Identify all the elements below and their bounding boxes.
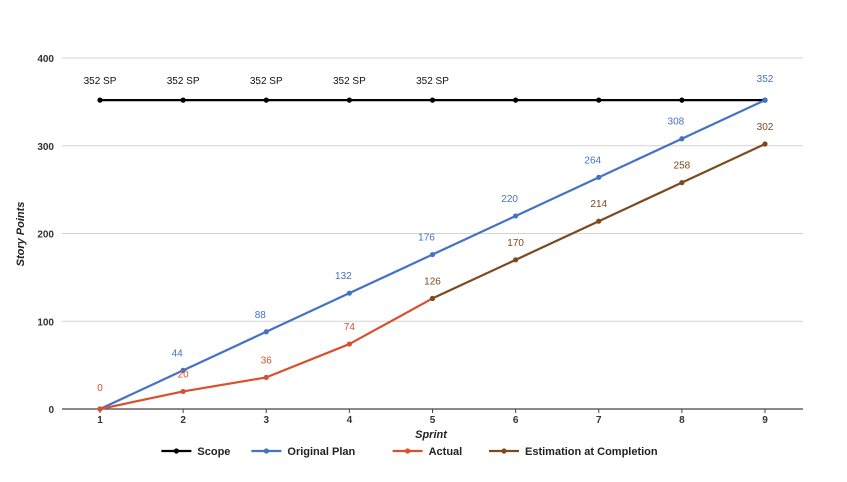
data-label-scope-5: 352 SP	[416, 76, 449, 87]
point-scope-7	[596, 97, 602, 103]
point-scope-2	[180, 97, 186, 103]
point-original-plan-5	[429, 251, 436, 258]
data-label-scope-1: 352 SP	[84, 76, 117, 87]
legend-marker-actual	[405, 448, 411, 454]
data-label-estimation-at-completion-8: 258	[674, 161, 691, 172]
point-scope-1	[97, 97, 103, 103]
legend-marker-estimation-at-completion	[501, 448, 507, 454]
x-tick-labels: 1 2 3 4 5 6 7 8 9	[97, 409, 768, 426]
x-tick-6: 6	[513, 415, 519, 426]
legend-label-estimation-at-completion: Estimation at Completion	[525, 446, 658, 458]
data-label-original-plan-5: 176	[418, 233, 435, 244]
data-label-original-plan-8: 308	[668, 117, 685, 128]
data-label-original-plan-9: 352	[757, 74, 774, 85]
data-label-original-plan-3: 88	[255, 310, 267, 321]
data-label-actual-2: 20	[178, 369, 190, 380]
data-label-actual-4: 74	[344, 322, 356, 333]
point-scope-6	[513, 97, 519, 103]
point-actual-1	[97, 406, 103, 412]
y-axis-label: Story Points	[15, 202, 27, 267]
data-labels: 352 SP 352 SP 352 SP 352 SP 352 SP 44 88 132 176…	[84, 74, 774, 394]
y-tick-labels: 0 100 200 300 400	[37, 54, 54, 416]
point-estimation-at-completion-9	[762, 141, 768, 147]
x-tick-5: 5	[430, 415, 436, 426]
point-estimation-at-completion-5	[429, 295, 436, 302]
y-tick-0: 0	[48, 405, 54, 416]
point-scope-8	[679, 97, 685, 103]
x-tick-7: 7	[596, 415, 602, 426]
data-label-actual-1: 0	[97, 383, 103, 394]
point-original-plan-2	[180, 367, 186, 373]
point-scope-3	[263, 97, 269, 103]
data-label-scope-2: 352 SP	[167, 76, 200, 87]
point-scope-4	[346, 97, 352, 103]
point-original-plan-4	[346, 290, 352, 296]
point-scope-5	[429, 97, 436, 103]
data-label-original-plan-4: 132	[335, 271, 352, 282]
legend: Scope Original Plan Actual Estimation at Co…	[161, 446, 658, 458]
data-label-original-plan-2: 44	[172, 348, 184, 359]
legend-label-scope: Scope	[197, 446, 230, 458]
point-original-plan-6	[513, 213, 519, 219]
data-label-estimation-at-completion-7: 214	[590, 199, 607, 210]
x-tick-8: 8	[679, 415, 685, 426]
point-actual-3	[263, 374, 269, 381]
point-estimation-at-completion-6	[513, 257, 519, 263]
data-label-scope-4: 352 SP	[333, 76, 366, 87]
series-line-actual	[99, 297, 434, 411]
x-tick-2: 2	[180, 415, 186, 426]
y-tick-100: 100	[37, 317, 54, 328]
y-tick-300: 300	[37, 142, 54, 153]
y-tick-400: 400	[37, 54, 54, 65]
point-original-plan-7	[596, 174, 602, 180]
x-tick-1: 1	[97, 415, 103, 426]
data-label-estimation-at-completion-9: 302	[757, 122, 774, 133]
gridlines	[62, 57, 803, 322]
data-label-estimation-at-completion-5: 126	[424, 276, 441, 287]
point-original-plan-3	[263, 329, 269, 335]
y-tick-200: 200	[37, 230, 54, 241]
data-label-scope-3: 352 SP	[250, 76, 283, 87]
data-label-actual-3: 36	[261, 355, 273, 366]
legend-label-actual: Actual	[429, 446, 463, 458]
data-label-original-plan-6: 220	[501, 194, 518, 205]
series-layer	[97, 97, 768, 412]
point-actual-4	[346, 341, 352, 347]
x-tick-9: 9	[762, 415, 768, 426]
x-tick-4: 4	[347, 415, 353, 426]
point-original-plan-8	[679, 136, 685, 142]
legend-label-original-plan: Original Plan	[287, 446, 355, 458]
data-label-estimation-at-completion-6: 170	[507, 238, 524, 249]
data-label-original-plan-7: 264	[584, 155, 601, 166]
point-estimation-at-completion-8	[679, 180, 685, 186]
point-actual-2	[180, 388, 186, 395]
point-original-plan-9	[762, 97, 768, 103]
x-axis-label: Sprint	[415, 429, 448, 441]
legend-marker-original-plan	[263, 448, 269, 454]
x-tick-3: 3	[263, 415, 269, 426]
point-estimation-at-completion-7	[596, 218, 602, 224]
legend-marker-scope	[173, 448, 179, 454]
